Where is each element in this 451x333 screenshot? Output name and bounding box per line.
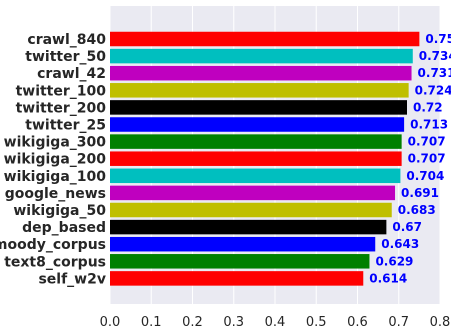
bar-twitter-200	[110, 100, 407, 115]
value-label: 0.614	[369, 271, 407, 285]
x-tick-label: 0.8	[430, 315, 451, 330]
bar-wikigiga-50	[110, 202, 392, 218]
bar-crawl-840	[110, 31, 420, 47]
bar-wikigiga-200	[110, 151, 402, 166]
value-label: 0.643	[381, 237, 419, 251]
value-label: 0.724	[415, 83, 451, 97]
value-label: 0.75	[425, 32, 451, 46]
bar-self-w2v	[110, 271, 364, 286]
category-label: dep_based	[22, 220, 106, 236]
bar-wikigiga-100	[110, 168, 401, 184]
x-tick-label: 0.2	[182, 315, 203, 330]
bar-text8-corpus	[110, 254, 370, 269]
value-label: 0.683	[398, 203, 436, 217]
value-label: 0.713	[410, 118, 448, 132]
value-label: 0.67	[392, 220, 422, 234]
bars	[110, 31, 420, 286]
category-label: crawl_840	[27, 32, 106, 48]
category-label: twitter_100	[16, 83, 107, 99]
bar-dep-based	[110, 219, 387, 235]
category-label: crawl_42	[37, 66, 106, 82]
category-label: twitter_200	[16, 100, 107, 116]
x-tick-label: 0.3	[223, 315, 244, 330]
category-label: self_w2v	[38, 271, 106, 287]
category-label: text8_corpus	[4, 254, 106, 270]
category-label: wikigiga_100	[4, 169, 107, 185]
value-label: 0.691	[401, 186, 439, 200]
category-label: twitter_50	[25, 49, 106, 65]
bar-wikigiga-300	[110, 134, 402, 149]
x-tick-label: 0.0	[100, 315, 121, 330]
category-label: twitter_25	[25, 118, 106, 134]
value-label: 0.704	[406, 169, 444, 183]
value-label: 0.707	[408, 152, 446, 166]
x-tick-label: 0.4	[265, 315, 286, 330]
category-label: moody_corpus	[0, 237, 106, 253]
value-label: 0.731	[418, 66, 451, 80]
bar-crawl-42	[110, 65, 412, 81]
value-label: 0.734	[419, 49, 451, 63]
value-label: 0.629	[375, 254, 413, 268]
x-tick-label: 0.7	[388, 315, 409, 330]
category-label: wikigiga_50	[13, 203, 106, 219]
category-label: google_news	[5, 186, 106, 202]
category-label: wikigiga_200	[4, 152, 107, 168]
bar-twitter-50	[110, 48, 413, 64]
bar-twitter-25	[110, 117, 405, 132]
x-tick-labels: 0.0 0.1 0.2 0.3 0.4 0.5 0.6 0.7 0.8	[100, 315, 451, 330]
bar-moody-corpus	[110, 236, 376, 252]
category-label: wikigiga_300	[4, 135, 107, 151]
value-label: 0.707	[408, 135, 446, 149]
value-label: 0.72	[413, 100, 443, 114]
x-tick-label: 0.1	[141, 315, 162, 330]
x-tick-label: 0.5	[306, 315, 327, 330]
bar-google-news	[110, 185, 396, 201]
x-tick-label: 0.6	[347, 315, 368, 330]
bar-twitter-100	[110, 83, 409, 98]
value-labels: 0.75 0.734 0.731 0.724 0.72 0.713 0.707 0.707 0.…	[369, 32, 451, 285]
category-labels: crawl_840twitter_50crawl_42twitter_100tw…	[0, 32, 106, 287]
